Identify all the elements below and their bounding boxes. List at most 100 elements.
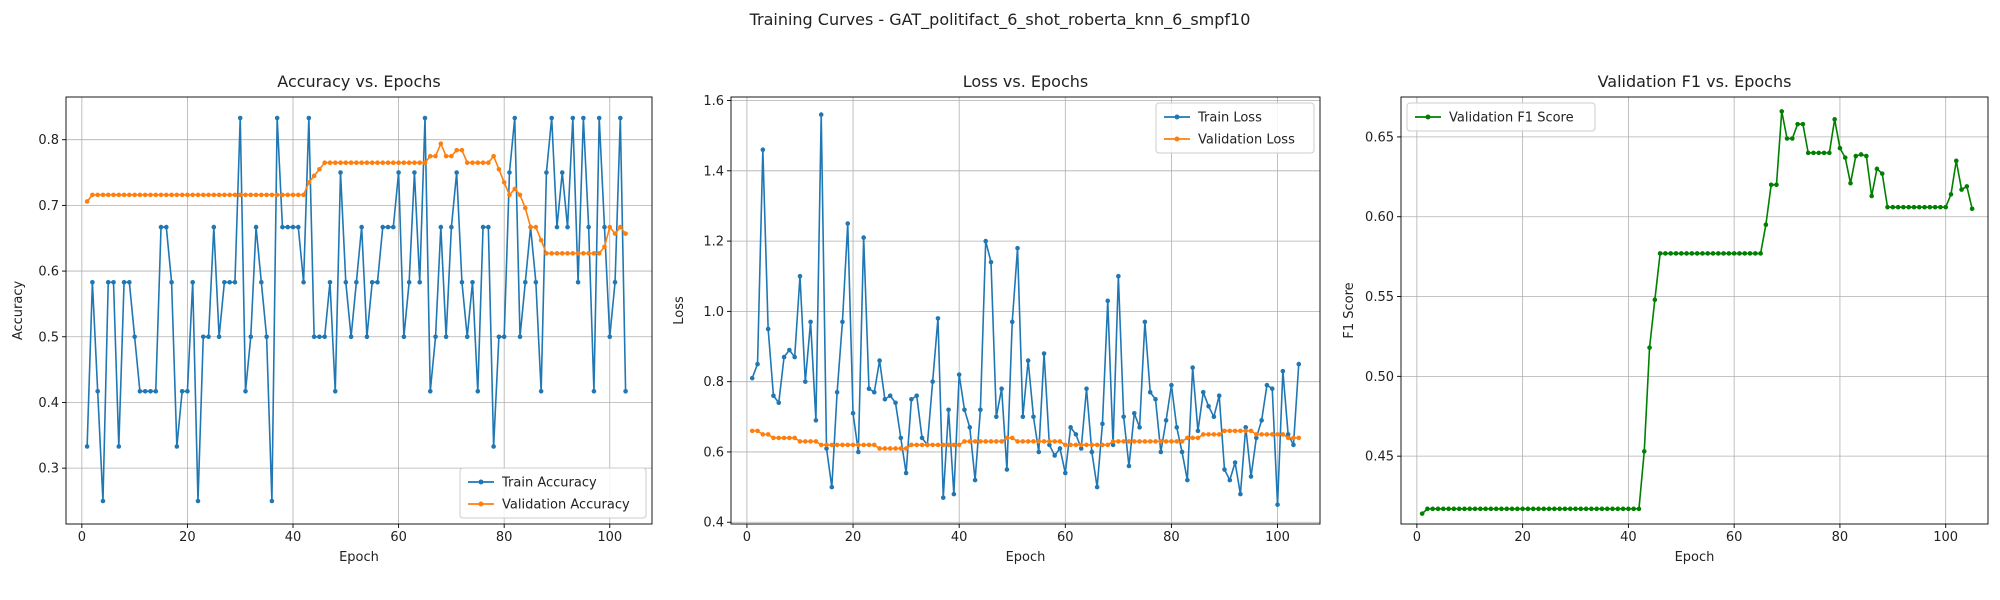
validation-f1-score-point	[1583, 506, 1589, 512]
train-loss-point	[1057, 446, 1063, 451]
validation-loss-point	[1179, 439, 1185, 444]
validation-loss-point	[946, 442, 951, 448]
train-loss-line	[751, 113, 1300, 506]
validation-accuracy-point	[285, 192, 291, 198]
f1-chart: 0 20 40 60 80 100 0.45 0.50 0.55 0.60 0.65 Validati…	[1342, 72, 1989, 565]
validation-f1-score-point	[1821, 150, 1827, 156]
train-accuracy-point	[132, 334, 137, 340]
validation-f1-score-point	[1615, 506, 1621, 512]
train-accuracy-point	[607, 334, 613, 340]
train-accuracy-point	[522, 279, 528, 285]
train-accuracy-point	[253, 224, 259, 230]
validation-accuracy-point	[354, 160, 359, 165]
train-loss-point	[797, 273, 803, 279]
validation-loss-point	[834, 442, 840, 448]
validation-accuracy-point	[142, 192, 148, 198]
legend: Train Accuracy Validation Accuracy	[459, 467, 647, 519]
validation-accuracy-point	[486, 160, 491, 165]
validation-f1-score-point	[1774, 182, 1779, 188]
validation-accuracy-point	[470, 160, 475, 165]
validation-accuracy-point	[396, 160, 401, 165]
train-accuracy-point	[544, 170, 549, 175]
validation-loss-point	[1169, 439, 1174, 444]
validation-f1-score-point	[1636, 506, 1642, 512]
validation-f1-score-point	[1652, 297, 1658, 303]
train-loss-point	[893, 400, 898, 406]
train-accuracy-point	[559, 170, 565, 175]
validation-loss-point	[760, 432, 766, 437]
validation-accuracy-point	[211, 192, 217, 198]
validation-f1-score-point	[1536, 506, 1541, 512]
validation-accuracy-point	[533, 224, 539, 230]
validation-f1-score-point	[1742, 251, 1748, 256]
validation-accuracy-point	[443, 153, 449, 159]
validation-loss-point	[1009, 435, 1015, 441]
train-loss-point	[935, 316, 941, 321]
validation-f1-score-point	[1562, 506, 1568, 512]
train-loss-point	[1110, 442, 1116, 448]
validation-accuracy-point	[158, 192, 164, 198]
validation-f1-score-point	[1546, 506, 1552, 512]
train-accuracy-point	[501, 334, 507, 340]
validation-loss-point	[749, 428, 755, 434]
validation-loss-point	[951, 442, 957, 448]
train-accuracy-point	[332, 389, 338, 394]
validation-loss-point	[765, 432, 771, 437]
y-tick-label: 0.45	[1365, 450, 1394, 465]
train-accuracy-point	[375, 279, 380, 285]
validation-loss-point	[1243, 428, 1249, 434]
validation-loss-point	[1222, 428, 1227, 434]
train-loss-point	[771, 393, 776, 399]
validation-loss-point	[1137, 439, 1142, 444]
validation-accuracy-point	[127, 192, 132, 198]
validation-loss-point	[1153, 439, 1158, 444]
validation-f1-score-point	[1922, 204, 1927, 210]
validation-accuracy-point	[496, 166, 502, 172]
validation-f1-score-point	[1626, 506, 1631, 512]
train-loss-point	[1296, 361, 1302, 367]
train-loss-point	[1195, 428, 1201, 434]
train-accuracy-point	[137, 389, 143, 394]
validation-accuracy-point	[169, 192, 174, 198]
train-accuracy-point	[248, 334, 254, 340]
train-accuracy-point	[422, 115, 428, 121]
validation-loss-point	[1227, 428, 1233, 434]
train-loss-point	[994, 414, 999, 420]
train-accuracy-point	[449, 224, 454, 230]
validation-accuracy-point	[391, 160, 396, 165]
train-accuracy-point	[317, 334, 322, 340]
validation-loss-point	[1131, 439, 1137, 444]
validation-loss-point	[1121, 439, 1126, 444]
validation-f1-score-point	[1953, 158, 1959, 164]
train-accuracy-point	[200, 334, 206, 340]
y-tick-label: 0.55	[1365, 290, 1394, 305]
train-loss-point	[1174, 425, 1180, 430]
validation-loss-point	[877, 446, 882, 451]
train-accuracy-point	[127, 279, 132, 285]
y-tick-label: 1.4	[703, 164, 724, 179]
validation-f1-score-point	[1790, 136, 1795, 141]
train-loss-point	[877, 358, 882, 363]
validation-accuracy-point	[459, 147, 465, 153]
train-loss-point	[1275, 502, 1280, 507]
validation-f1-score-point	[1753, 251, 1758, 256]
validation-loss-point	[856, 442, 861, 448]
validation-loss-point	[1068, 442, 1073, 448]
train-accuracy-point	[412, 170, 417, 175]
validation-accuracy-point	[581, 251, 586, 256]
validation-f1-score-point	[1552, 506, 1557, 512]
train-loss-point	[1100, 421, 1105, 427]
train-accuracy-point	[602, 224, 607, 230]
validation-accuracy-point	[359, 160, 364, 165]
validation-loss-point	[861, 442, 866, 448]
validation-loss-point	[1084, 442, 1089, 448]
validation-f1-score-point	[1472, 506, 1478, 512]
validation-loss-point	[1296, 435, 1302, 441]
train-loss-point	[1169, 382, 1174, 388]
validation-loss-point	[1185, 435, 1190, 441]
y-tick-label: 1.0	[703, 305, 724, 320]
train-loss-point	[930, 379, 935, 384]
validation-loss-point	[1211, 432, 1217, 437]
validation-loss-point	[818, 442, 824, 448]
validation-loss-point	[887, 446, 893, 451]
